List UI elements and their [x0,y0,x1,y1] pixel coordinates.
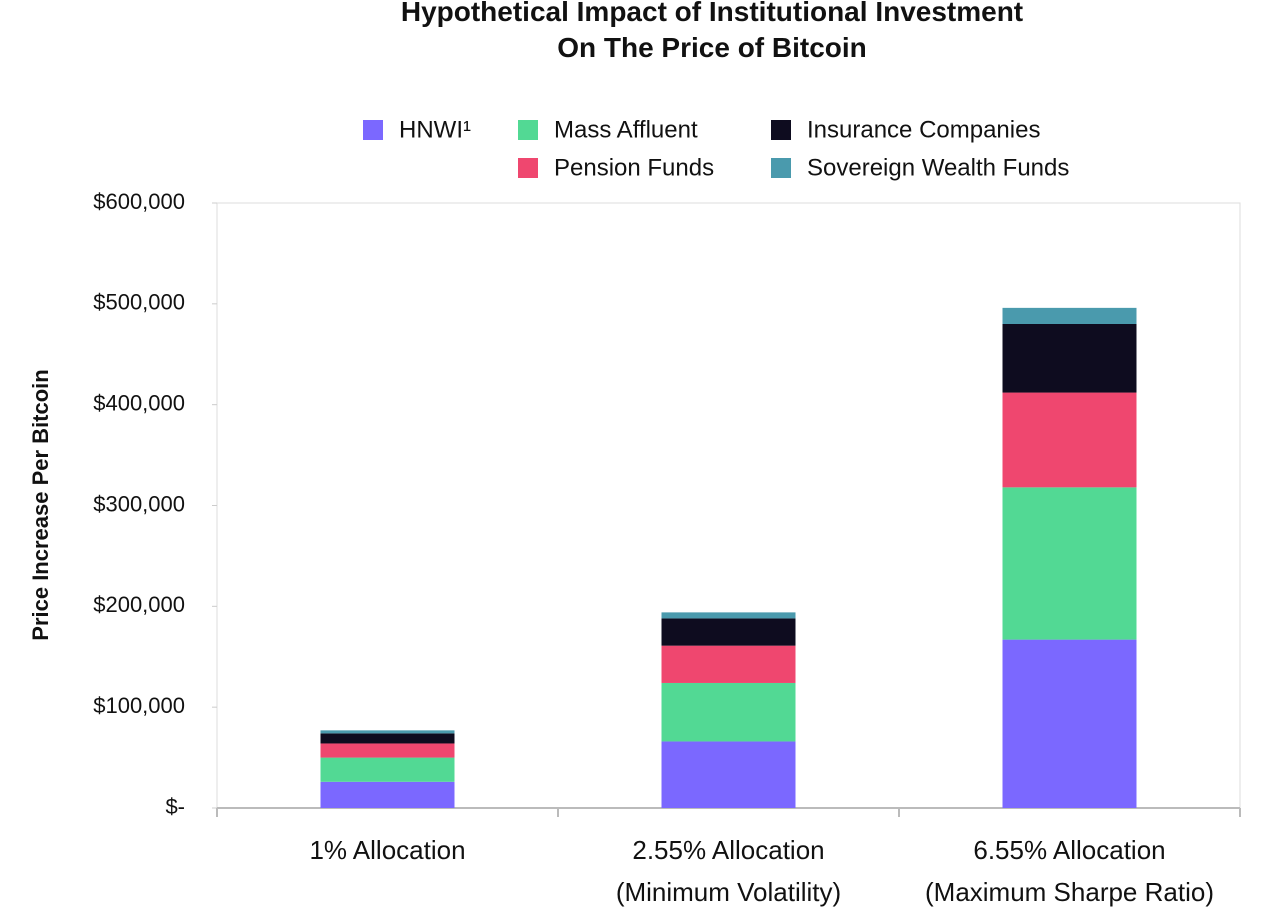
x-tick-label: 6.55% Allocation (Maximum Sharpe Ratio) [925,835,1214,907]
y-tick-label: $200,000 [93,592,185,617]
bar-segment [661,741,796,808]
legend-label: Mass Affluent [554,116,698,143]
y-axis-label: Price Increase Per Bitcoin [28,369,53,640]
bar-segment [1002,487,1137,640]
bar-segment [1002,639,1137,808]
y-tick-label: $100,000 [93,693,185,718]
legend-label: Sovereign Wealth Funds [807,154,1069,181]
y-tick-label: $300,000 [93,491,185,516]
chart-title: Hypothetical Impact of Institutional Inv… [401,0,1023,63]
bar-segment [320,743,455,758]
legend-label: Insurance Companies [807,116,1040,143]
legend-swatch [363,120,383,140]
legend-swatch [518,120,538,140]
legend-swatch [771,120,791,140]
bar-segment [320,730,455,734]
legend-label: Pension Funds [554,154,714,181]
y-tick-label: $- [165,794,185,819]
bar-segment [1002,324,1137,393]
y-tick-label: $600,000 [93,189,185,214]
bar-segment [1002,307,1137,324]
bar-segment [320,757,455,782]
y-tick-label: $400,000 [93,390,185,415]
y-tick-label: $500,000 [93,290,185,315]
bar-segment [320,781,455,808]
bar-segment [1002,392,1137,488]
x-tick-label: 2.55% Allocation (Minimum Volatility) [615,835,842,907]
x-tick-label: 1% Allocation [309,835,466,865]
bar-segment [661,618,796,646]
legend-label: HNWI¹ [399,116,471,143]
bar-segment [661,682,796,742]
bar-segment [661,645,796,683]
bar-segment [320,733,455,744]
bar-segment [661,612,796,619]
legend-swatch [771,158,791,178]
legend-swatch [518,158,538,178]
